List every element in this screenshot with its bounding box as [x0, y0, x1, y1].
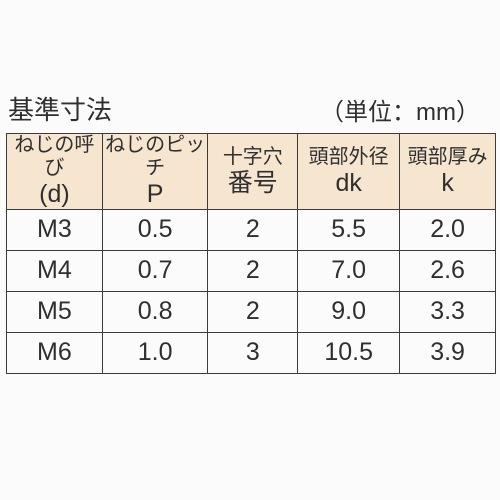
cell: M4 — [7, 250, 103, 291]
col-header-top: 頭部外径 — [309, 146, 389, 169]
table-row: M3 0.5 2 5.5 2.0 — [7, 209, 496, 250]
cell: 3.3 — [400, 291, 496, 332]
cell: M5 — [7, 291, 103, 332]
cell: 9.0 — [298, 291, 400, 332]
cell: 0.5 — [102, 209, 208, 250]
cell: 1.0 — [102, 332, 208, 373]
cell: 2.6 — [400, 250, 496, 291]
canvas: 基準寸法 （単位：mm） ねじの呼び (d) ねじのピッチ P — [0, 0, 500, 500]
content-block: 基準寸法 （単位：mm） ねじの呼び (d) ねじのピッチ P — [0, 90, 500, 374]
col-header-d: ねじの呼び (d) — [7, 134, 103, 210]
unit-label: （単位：mm） — [320, 92, 480, 127]
cell: 0.8 — [102, 291, 208, 332]
cell: 3 — [208, 332, 298, 373]
cell: 5.5 — [298, 209, 400, 250]
col-header-bottom: P — [147, 180, 164, 209]
col-header-k: 頭部厚み k — [400, 134, 496, 210]
col-header-p: ねじのピッチ P — [102, 134, 208, 210]
col-header-bottom: (d) — [39, 180, 70, 209]
table-row: M6 1.0 3 10.5 3.9 — [7, 332, 496, 373]
col-header-top: 頭部厚み — [408, 146, 488, 169]
cell: 7.0 — [298, 250, 400, 291]
spec-table: ねじの呼び (d) ねじのピッチ P 十字穴 番号 — [6, 133, 496, 374]
col-header-bottom: 番号 — [228, 169, 278, 198]
cell: 2.0 — [400, 209, 496, 250]
cell: 2 — [208, 209, 298, 250]
table-header-row: ねじの呼び (d) ねじのピッチ P 十字穴 番号 — [7, 134, 496, 210]
col-header-bottom: k — [441, 169, 454, 198]
cell: 2 — [208, 250, 298, 291]
col-header-top: 十字穴 — [223, 146, 283, 169]
col-header-cross: 十字穴 番号 — [208, 134, 298, 210]
table-row: M4 0.7 2 7.0 2.6 — [7, 250, 496, 291]
cell: 2 — [208, 291, 298, 332]
col-header-bottom: dk — [335, 169, 361, 198]
table-title: 基準寸法 — [8, 90, 112, 127]
col-header-top: ねじの呼び — [7, 134, 102, 180]
col-header-top: ねじのピッチ — [103, 134, 208, 180]
cell: 3.9 — [400, 332, 496, 373]
table-row: M5 0.8 2 9.0 3.3 — [7, 291, 496, 332]
title-row: 基準寸法 （単位：mm） — [0, 90, 500, 133]
col-header-dk: 頭部外径 dk — [298, 134, 400, 210]
cell: 10.5 — [298, 332, 400, 373]
cell: 0.7 — [102, 250, 208, 291]
cell: M3 — [7, 209, 103, 250]
cell: M6 — [7, 332, 103, 373]
